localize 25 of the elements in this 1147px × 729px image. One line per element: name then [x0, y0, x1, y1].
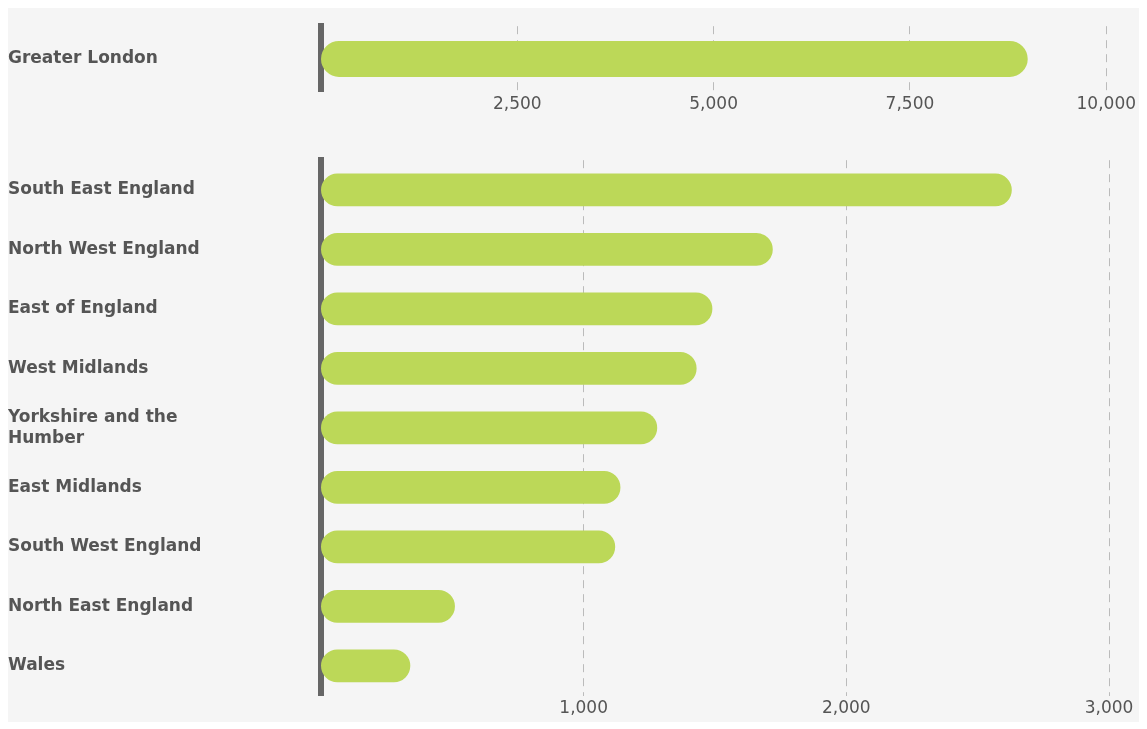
y-tick-label: Greater London — [8, 47, 158, 68]
bar — [321, 411, 658, 445]
x-tick-label: 1,000 — [559, 697, 608, 718]
x-tick-label: 10,000 — [1076, 93, 1136, 114]
bar — [321, 292, 713, 326]
bar — [321, 590, 455, 623]
bar — [321, 530, 616, 564]
x-tick-label: 3,000 — [1084, 697, 1134, 718]
x-tick-label: 5,000 — [689, 93, 738, 114]
y-tick-label: West Midlands — [8, 356, 149, 377]
x-tick-label: 7,500 — [885, 93, 935, 114]
bar — [321, 471, 621, 504]
y-tick-label: South West England — [8, 535, 202, 556]
bar — [321, 173, 1012, 207]
x-tick-label: 2,500 — [492, 93, 542, 114]
y-tick-label: Wales — [8, 654, 66, 675]
y-tick-label: East of England — [8, 297, 158, 318]
bar — [321, 233, 773, 266]
y-tick-label: Yorkshire and the Humber — [7, 406, 178, 447]
bar — [321, 352, 697, 385]
y-tick-label: North East England — [8, 594, 194, 615]
y-tick-label: South East England — [8, 178, 195, 199]
x-tick-label: 2,000 — [822, 697, 871, 718]
y-tick-label: North West England — [8, 237, 200, 258]
y-tick-label: East Midlands — [8, 475, 142, 496]
